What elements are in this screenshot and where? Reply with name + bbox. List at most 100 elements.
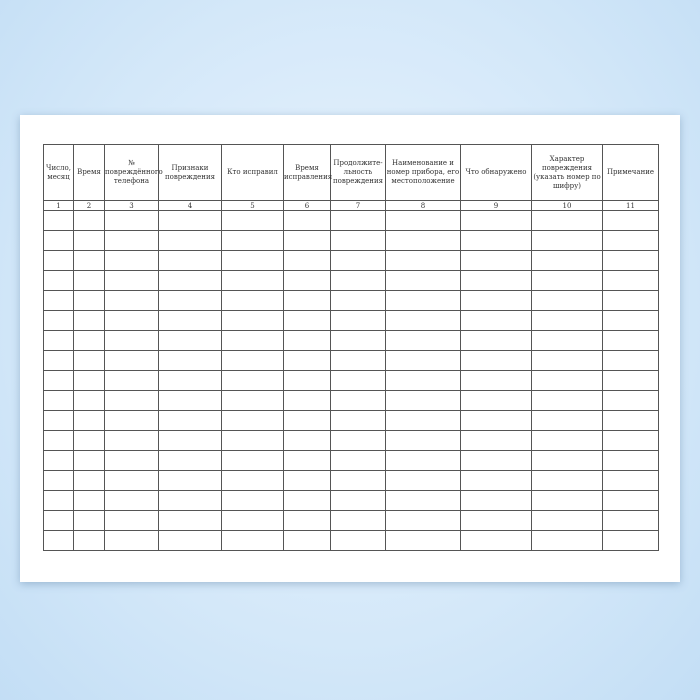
table-cell[interactable]: [385, 470, 461, 491]
table-cell[interactable]: [602, 390, 659, 411]
table-cell[interactable]: [385, 450, 461, 471]
table-cell[interactable]: [330, 330, 386, 351]
table-cell[interactable]: [385, 390, 461, 411]
table-cell[interactable]: [460, 370, 532, 391]
table-cell[interactable]: [73, 310, 105, 331]
table-cell[interactable]: [330, 290, 386, 311]
table-cell[interactable]: [158, 270, 222, 291]
table-cell[interactable]: [158, 470, 222, 491]
table-cell[interactable]: [43, 470, 74, 491]
table-cell[interactable]: [73, 510, 105, 531]
table-cell[interactable]: [283, 390, 331, 411]
table-cell[interactable]: [602, 350, 659, 371]
table-cell[interactable]: [221, 450, 284, 471]
table-cell[interactable]: [221, 290, 284, 311]
table-cell[interactable]: [531, 330, 603, 351]
table-cell[interactable]: [330, 270, 386, 291]
table-cell[interactable]: [43, 250, 74, 271]
table-cell[interactable]: [602, 230, 659, 251]
table-cell[interactable]: [283, 410, 331, 431]
table-cell[interactable]: [602, 310, 659, 331]
table-cell[interactable]: [43, 430, 74, 451]
table-cell[interactable]: [43, 270, 74, 291]
table-cell[interactable]: [460, 390, 532, 411]
table-cell[interactable]: [104, 230, 159, 251]
table-cell[interactable]: [73, 210, 105, 231]
table-cell[interactable]: [221, 330, 284, 351]
table-cell[interactable]: [602, 510, 659, 531]
table-cell[interactable]: [43, 350, 74, 371]
table-cell[interactable]: [158, 350, 222, 371]
table-cell[interactable]: [158, 210, 222, 231]
table-cell[interactable]: [531, 390, 603, 411]
table-cell[interactable]: [460, 490, 532, 511]
table-cell[interactable]: [531, 270, 603, 291]
table-cell[interactable]: [104, 250, 159, 271]
table-cell[interactable]: [385, 410, 461, 431]
table-cell[interactable]: [283, 450, 331, 471]
table-cell[interactable]: [221, 350, 284, 371]
table-cell[interactable]: [330, 250, 386, 271]
table-cell[interactable]: [283, 330, 331, 351]
table-cell[interactable]: [330, 390, 386, 411]
table-cell[interactable]: [283, 290, 331, 311]
table-cell[interactable]: [385, 210, 461, 231]
table-cell[interactable]: [158, 330, 222, 351]
table-cell[interactable]: [283, 470, 331, 491]
table-cell[interactable]: [104, 430, 159, 451]
table-cell[interactable]: [158, 230, 222, 251]
table-cell[interactable]: [221, 210, 284, 231]
table-cell[interactable]: [43, 530, 74, 551]
table-cell[interactable]: [531, 490, 603, 511]
table-cell[interactable]: [104, 530, 159, 551]
table-cell[interactable]: [385, 250, 461, 271]
table-cell[interactable]: [460, 250, 532, 271]
table-cell[interactable]: [73, 270, 105, 291]
table-cell[interactable]: [460, 510, 532, 531]
table-cell[interactable]: [330, 470, 386, 491]
table-cell[interactable]: [385, 290, 461, 311]
table-cell[interactable]: [43, 410, 74, 431]
table-cell[interactable]: [531, 210, 603, 231]
table-cell[interactable]: [330, 510, 386, 531]
table-cell[interactable]: [460, 210, 532, 231]
table-cell[interactable]: [221, 250, 284, 271]
table-cell[interactable]: [460, 470, 532, 491]
table-cell[interactable]: [330, 370, 386, 391]
table-cell[interactable]: [602, 410, 659, 431]
table-cell[interactable]: [283, 230, 331, 251]
table-cell[interactable]: [460, 530, 532, 551]
table-cell[interactable]: [73, 350, 105, 371]
table-cell[interactable]: [460, 410, 532, 431]
table-cell[interactable]: [43, 510, 74, 531]
table-cell[interactable]: [43, 390, 74, 411]
table-cell[interactable]: [330, 230, 386, 251]
table-cell[interactable]: [460, 430, 532, 451]
table-cell[interactable]: [43, 310, 74, 331]
table-cell[interactable]: [104, 290, 159, 311]
table-cell[interactable]: [221, 410, 284, 431]
table-cell[interactable]: [43, 230, 74, 251]
table-cell[interactable]: [158, 250, 222, 271]
table-cell[interactable]: [531, 530, 603, 551]
table-cell[interactable]: [104, 270, 159, 291]
table-cell[interactable]: [283, 530, 331, 551]
table-cell[interactable]: [531, 510, 603, 531]
table-cell[interactable]: [73, 390, 105, 411]
table-cell[interactable]: [531, 470, 603, 491]
table-cell[interactable]: [283, 310, 331, 331]
table-cell[interactable]: [385, 490, 461, 511]
table-cell[interactable]: [43, 370, 74, 391]
table-cell[interactable]: [158, 450, 222, 471]
table-cell[interactable]: [283, 210, 331, 231]
table-cell[interactable]: [330, 310, 386, 331]
table-cell[interactable]: [158, 310, 222, 331]
table-cell[interactable]: [43, 290, 74, 311]
table-cell[interactable]: [460, 230, 532, 251]
table-cell[interactable]: [104, 450, 159, 471]
table-cell[interactable]: [460, 450, 532, 471]
table-cell[interactable]: [385, 370, 461, 391]
table-cell[interactable]: [73, 370, 105, 391]
table-cell[interactable]: [221, 270, 284, 291]
table-cell[interactable]: [531, 410, 603, 431]
